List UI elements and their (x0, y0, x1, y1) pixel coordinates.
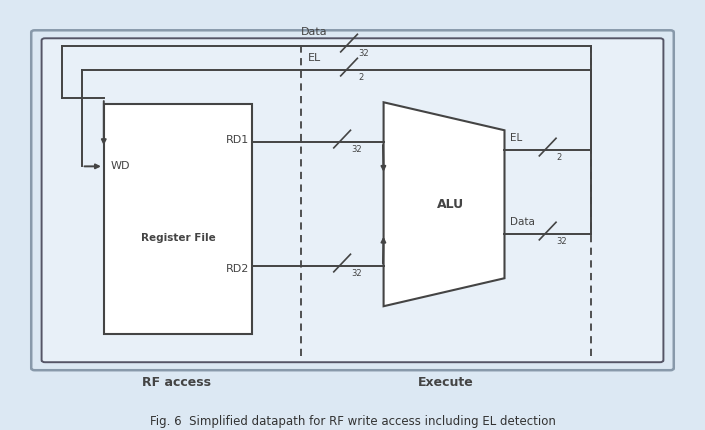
Text: Fig. 6  Simplified datapath for RF write access including EL detection: Fig. 6 Simplified datapath for RF write … (149, 415, 556, 428)
Text: EL: EL (308, 53, 321, 63)
FancyBboxPatch shape (42, 38, 663, 362)
Text: 32: 32 (358, 49, 369, 58)
Text: Register File: Register File (141, 233, 216, 243)
Text: Execute: Execute (418, 376, 474, 389)
Text: ALU: ALU (437, 198, 465, 211)
FancyBboxPatch shape (31, 30, 674, 370)
Text: 2: 2 (358, 73, 363, 82)
Text: EL: EL (510, 133, 522, 144)
Text: WD: WD (111, 161, 130, 172)
Text: 2: 2 (556, 153, 561, 162)
Text: RF access: RF access (142, 376, 211, 389)
Text: 32: 32 (351, 269, 362, 278)
Text: RD1: RD1 (226, 135, 249, 145)
Text: Data: Data (301, 28, 328, 37)
Text: RD2: RD2 (226, 264, 249, 273)
Text: 32: 32 (556, 237, 567, 246)
Text: 32: 32 (351, 145, 362, 154)
Polygon shape (384, 102, 505, 306)
Bar (104, 104, 252, 334)
Text: Data: Data (510, 218, 535, 227)
